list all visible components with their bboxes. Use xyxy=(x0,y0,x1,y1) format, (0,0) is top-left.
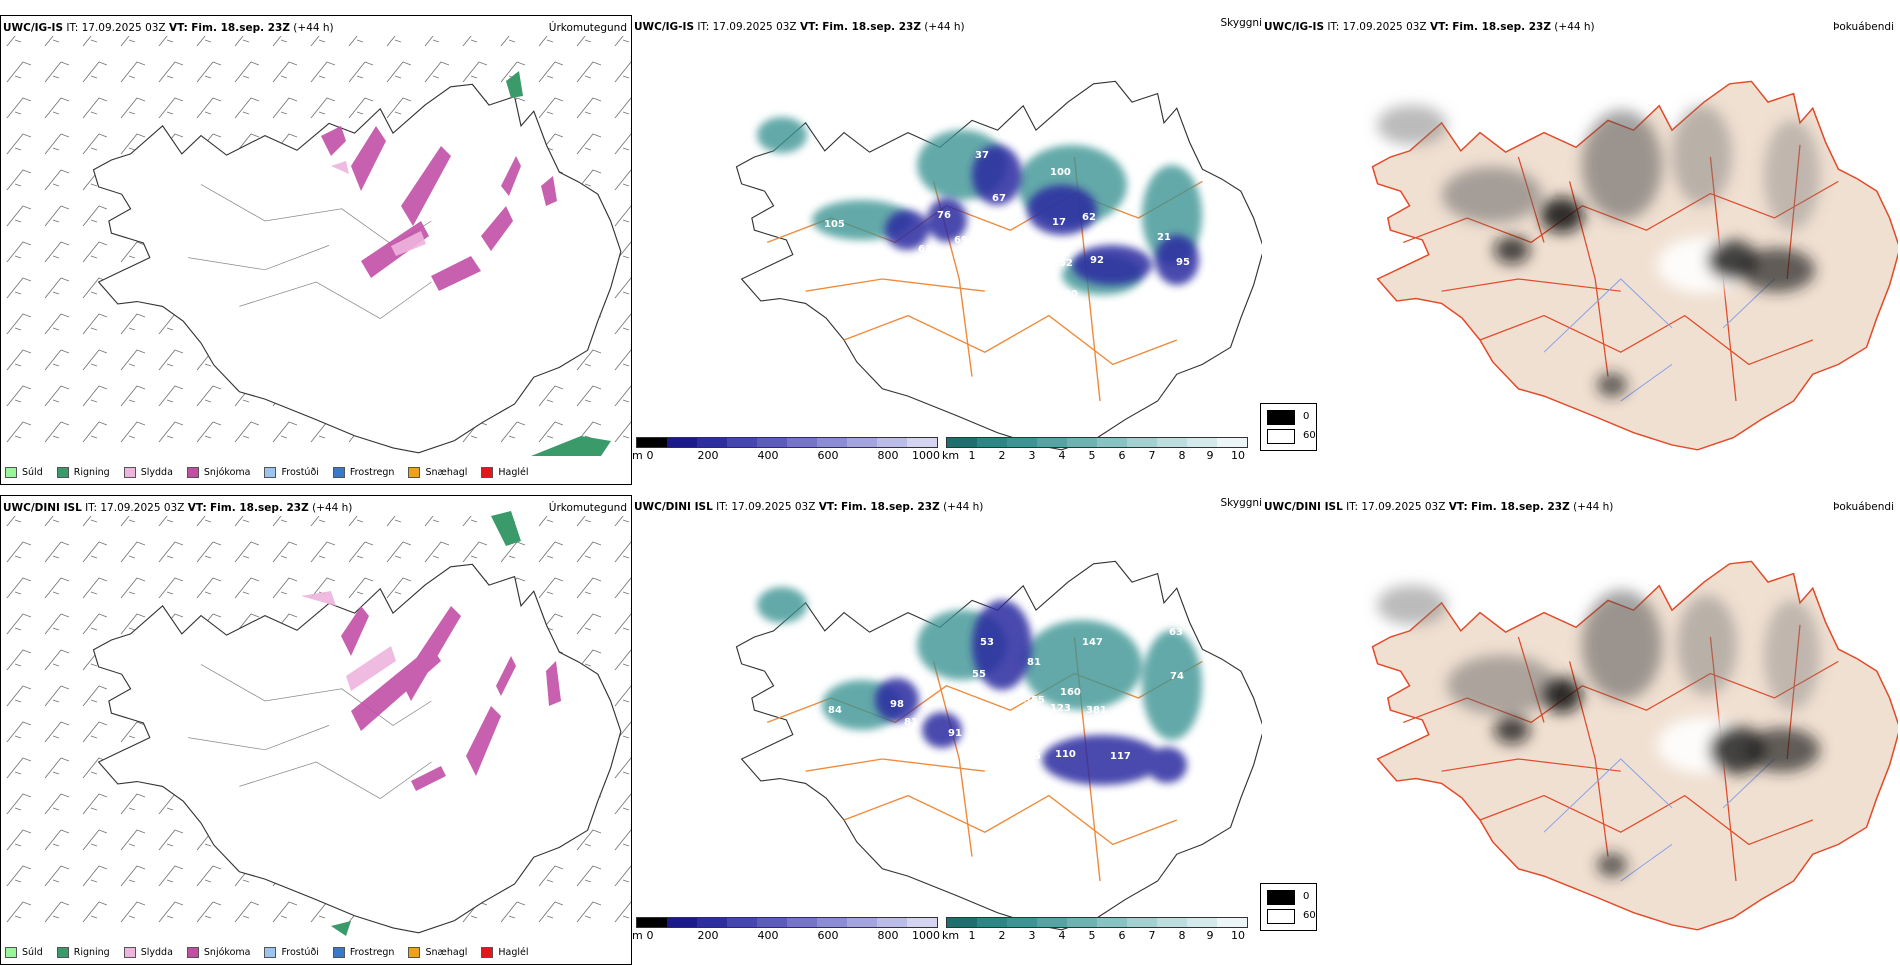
legend-swatch xyxy=(123,467,136,478)
precip-panel-row1: UWC/IG-IS IT: 17.09.2025 03Z VT: Fim. 18… xyxy=(0,15,632,485)
vt-value: Fim. 18.sep. 23Z xyxy=(191,22,290,34)
svg-text:74: 74 xyxy=(1170,671,1184,682)
legend-item: Haglél xyxy=(481,467,529,478)
fog-panel-row2: UWC/DINI ISL IT: 17.09.2025 03Z VT: Fim.… xyxy=(1260,495,1898,965)
panel-header: UWC/DINI ISL IT: 17.09.2025 03Z VT: Fim.… xyxy=(1264,501,1614,513)
cloud-map: 98 81 91 55 81 53 355 160 123 381 105 11… xyxy=(735,560,1262,931)
svg-text:160: 160 xyxy=(1060,687,1081,698)
cloud-panel-row1: UWC/IG-IS IT: 17.09.2025 03Z VT: Fim. 18… xyxy=(632,17,1263,462)
svg-text:84: 84 xyxy=(828,705,842,716)
svg-text:89: 89 xyxy=(1227,135,1241,146)
legend-item: Súld xyxy=(5,467,43,478)
legend-item: Frostregn xyxy=(332,467,394,478)
cloud-map: 76 69 63 67 100 62 92 95 105 263 105 37 … xyxy=(735,80,1262,451)
precip-legend: Súld Rigning Slydda Snjókoma Frostúði Fr… xyxy=(5,947,537,958)
svg-text:110: 110 xyxy=(1055,749,1076,760)
panel-title: Þokuábendi xyxy=(1833,501,1894,513)
legend-item: Slydda xyxy=(123,467,173,478)
precip-panel-row2: UWC/DINI ISL IT: 17.09.2025 03Z VT: Fim.… xyxy=(0,495,632,965)
svg-text:17: 17 xyxy=(1052,217,1066,228)
svg-text:174: 174 xyxy=(1110,597,1131,608)
fog-map xyxy=(1371,560,1898,931)
panel-title: Úrkomutegund xyxy=(548,22,627,34)
svg-text:100: 100 xyxy=(1050,167,1071,178)
svg-text:95: 95 xyxy=(1176,257,1190,268)
svg-text:117: 117 xyxy=(1110,751,1131,762)
vt-label: VT: xyxy=(168,22,188,34)
fog-panel-row1: UWC/IG-IS IT: 17.09.2025 03Z VT: Fim. 18… xyxy=(1260,15,1898,485)
panel-header: UWC/IG-IS IT: 17.09.2025 03Z VT: Fim. 18… xyxy=(634,21,965,33)
svg-text:81: 81 xyxy=(1027,657,1041,668)
legend-swatch xyxy=(56,467,69,478)
svg-text:63: 63 xyxy=(1169,627,1183,638)
svg-text:37: 37 xyxy=(975,150,989,161)
svg-text:21: 21 xyxy=(1157,232,1171,243)
cloud-blue-areas xyxy=(875,600,1187,785)
precip-map xyxy=(1,36,631,456)
cloud-labels: 76 69 63 67 100 62 92 95 105 263 105 37 … xyxy=(824,119,1241,300)
legend-swatch xyxy=(332,467,345,478)
model-name: UWC/IG-IS xyxy=(3,22,64,34)
svg-text:55: 55 xyxy=(972,669,986,680)
svg-text:152: 152 xyxy=(1052,258,1073,269)
precip-map xyxy=(1,511,631,936)
panel-title: Skyggni xyxy=(1220,17,1263,29)
svg-text:263: 263 xyxy=(894,193,915,204)
cloud-blue-areas xyxy=(885,145,1199,285)
fog-shading xyxy=(1377,585,1820,877)
cloud-labels: 98 81 91 55 81 53 355 160 123 381 105 11… xyxy=(828,597,1184,762)
legend-swatch xyxy=(264,467,277,478)
legend-swatch xyxy=(5,467,17,478)
precip-legend: Súld Rigning Slydda Snjókoma Frostúði Fr… xyxy=(5,467,537,478)
svg-text:53: 53 xyxy=(980,637,994,648)
fog-map xyxy=(1371,80,1898,451)
it-value: 17.09.2025 03Z xyxy=(81,22,166,34)
svg-text:69: 69 xyxy=(954,235,968,246)
svg-text:105: 105 xyxy=(824,219,845,230)
svg-text:390: 390 xyxy=(1057,289,1078,300)
panel-header: UWC/IG-IS IT: 17.09.2025 03Z VT: Fim. 18… xyxy=(1264,21,1595,33)
panel-title: Úrkomutegund xyxy=(548,502,627,514)
svg-text:105: 105 xyxy=(1137,119,1158,130)
panel-title: Skyggni xyxy=(1220,497,1263,509)
svg-text:98: 98 xyxy=(890,699,904,710)
panel-title: Þokuábendi xyxy=(1833,21,1894,33)
svg-text:63: 63 xyxy=(918,244,932,255)
legend-item: Rigning xyxy=(56,467,110,478)
svg-text:81: 81 xyxy=(904,717,918,728)
cloud-panel-row2: UWC/DINI ISL IT: 17.09.2025 03Z VT: Fim.… xyxy=(632,497,1263,942)
fog-legend: 0 60 xyxy=(1260,403,1317,451)
panel-header: UWC/DINI ISL IT: 17.09.2025 03Z VT: Fim.… xyxy=(634,501,984,513)
fog-shading xyxy=(1377,105,1820,397)
svg-text:92: 92 xyxy=(1090,255,1104,266)
svg-text:91: 91 xyxy=(948,728,962,739)
svg-text:355: 355 xyxy=(1024,695,1045,706)
legend-swatch xyxy=(186,467,199,478)
svg-text:105: 105 xyxy=(1020,751,1041,762)
lead-time: (+44 h) xyxy=(293,22,334,34)
svg-text:123: 123 xyxy=(1050,703,1071,714)
legend-swatch xyxy=(408,467,421,478)
svg-text:62: 62 xyxy=(1082,212,1096,223)
fog-legend-swatch-min xyxy=(1267,410,1295,425)
legend-item: Snæhagl xyxy=(408,467,467,478)
svg-text:147: 147 xyxy=(1082,637,1103,648)
legend-item: Frostúði xyxy=(264,467,319,478)
snow-bands xyxy=(341,606,561,791)
svg-text:67: 67 xyxy=(992,193,1006,204)
svg-text:76: 76 xyxy=(937,210,951,221)
fog-legend: 0 60 xyxy=(1260,883,1317,931)
panel-header: UWC/IG-IS IT: 17.09.2025 03Z VT: Fim. 18… xyxy=(3,22,625,34)
fog-legend-swatch-max xyxy=(1267,429,1295,444)
snow-bands xyxy=(321,126,557,291)
legend-item: Snjókoma xyxy=(186,467,250,478)
svg-text:381: 381 xyxy=(1086,705,1107,716)
it-label: IT: xyxy=(66,22,79,34)
legend-swatch xyxy=(481,467,494,478)
panel-header: UWC/DINI ISL IT: 17.09.2025 03Z VT: Fim.… xyxy=(3,502,353,514)
